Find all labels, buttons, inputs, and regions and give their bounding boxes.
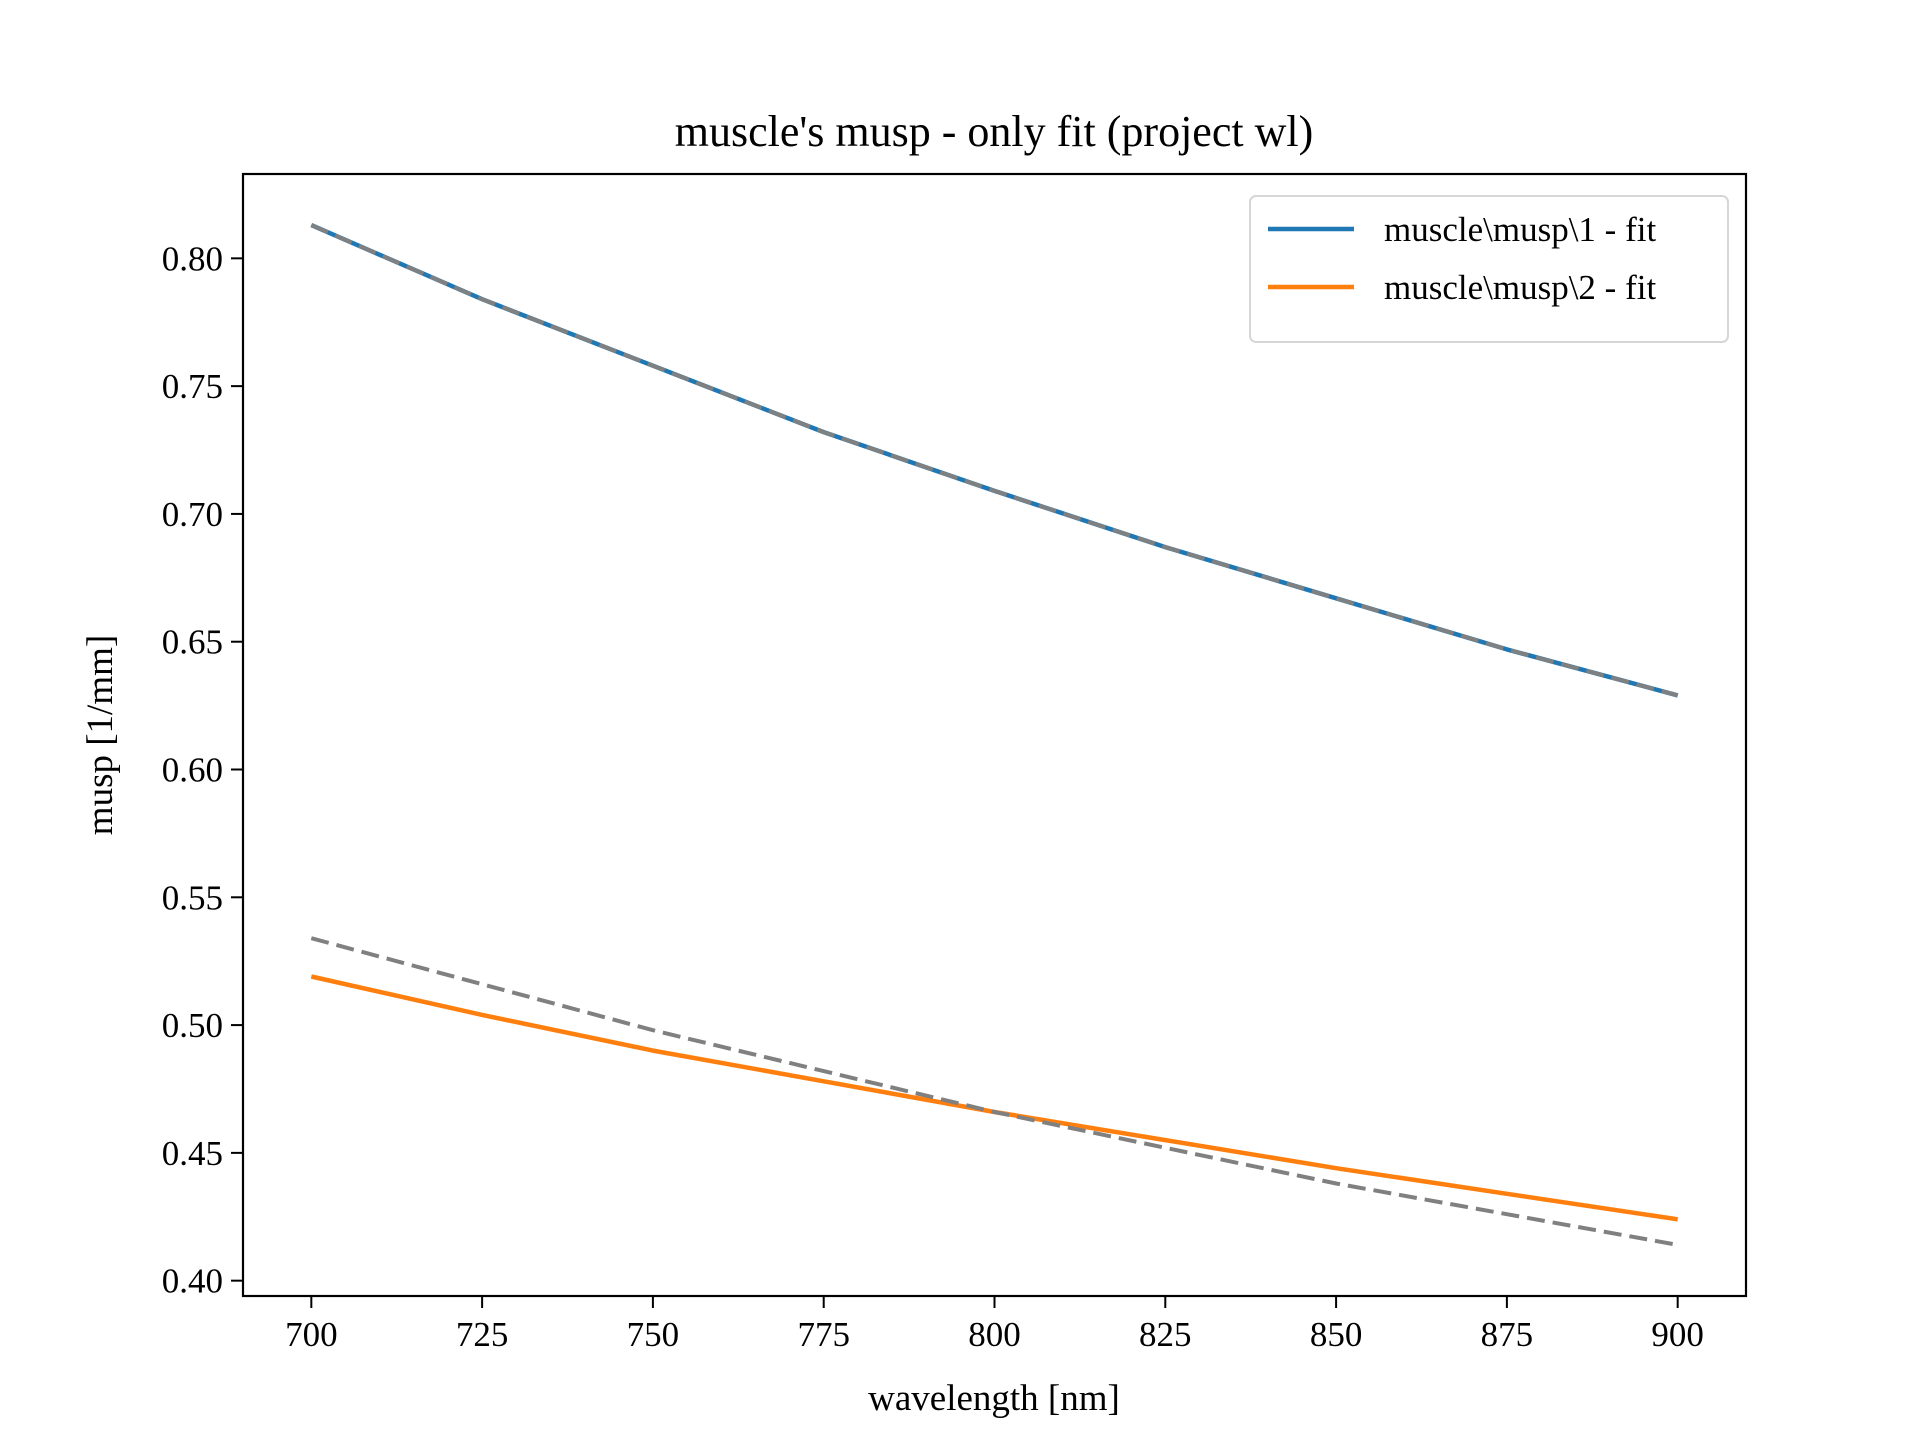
series-line-dashed-3 <box>310 936 1679 1247</box>
legend: muscle\musp\1 - fit muscle\musp\2 - fit <box>1249 195 1729 343</box>
x-axis-label: wavelength [nm] <box>868 1378 1120 1419</box>
y-tick-label: 0.40 <box>162 1262 223 1301</box>
x-tick-label: 800 <box>968 1315 1021 1354</box>
y-tick-label: 0.65 <box>162 623 223 662</box>
y-tick-label: 0.50 <box>162 1006 223 1045</box>
y-tick-label: 0.75 <box>162 367 223 406</box>
y-tick-label: 0.60 <box>162 751 223 790</box>
series-line-1 <box>310 974 1679 1222</box>
y-axis-label: musp [1/mm] <box>80 635 121 835</box>
x-tick-label: 850 <box>1310 1315 1363 1354</box>
x-axis: 700 725 750 775 800 825 850 875 900 <box>285 1296 1704 1354</box>
x-tick-label: 750 <box>627 1315 680 1354</box>
x-tick-label: 775 <box>797 1315 850 1354</box>
x-tick-label: 875 <box>1481 1315 1534 1354</box>
x-tick-label: 725 <box>456 1315 509 1354</box>
y-tick-label: 0.45 <box>162 1134 223 1173</box>
axes-frame <box>241 172 1748 1298</box>
series-line-dashed-2 <box>310 223 1679 698</box>
y-axis: 0.40 0.45 0.50 0.55 0.60 0.65 0.70 0.75 0.80 <box>162 239 243 1301</box>
legend-box <box>1249 195 1729 343</box>
x-tick-label: 825 <box>1139 1315 1192 1354</box>
y-tick-label: 0.80 <box>162 239 223 278</box>
legend-entry-label: muscle\musp\1 - fit <box>1384 210 1656 249</box>
plot-area <box>310 223 1679 1247</box>
y-tick-label: 0.70 <box>162 495 223 534</box>
legend-entry-label: muscle\musp\2 - fit <box>1384 268 1656 307</box>
y-tick-label: 0.55 <box>162 878 223 917</box>
x-tick-label: 700 <box>285 1315 338 1354</box>
chart-title: muscle's musp - only fit (project wl) <box>675 107 1313 156</box>
x-tick-label: 900 <box>1651 1315 1704 1354</box>
